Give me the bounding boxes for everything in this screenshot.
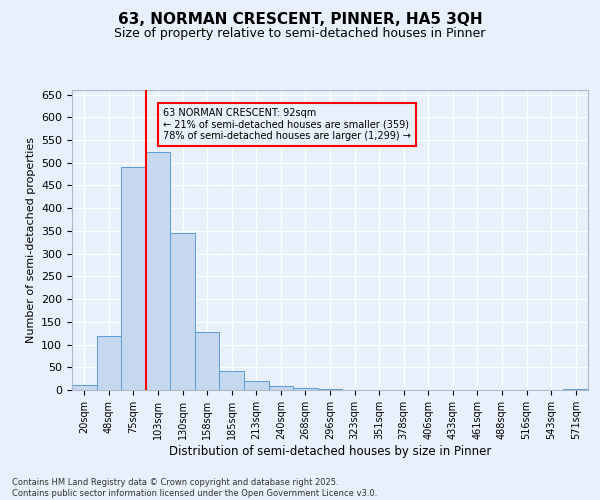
Text: Size of property relative to semi-detached houses in Pinner: Size of property relative to semi-detach…	[115, 28, 485, 40]
Bar	[318, 388, 342, 390]
Bar	[269, 386, 293, 390]
Bar	[170, 233, 195, 390]
X-axis label: Distribution of semi-detached houses by size in Pinner: Distribution of semi-detached houses by …	[169, 444, 491, 458]
Bar	[146, 152, 170, 390]
Y-axis label: Number of semi-detached properties: Number of semi-detached properties	[26, 137, 35, 343]
Text: 63, NORMAN CRESCENT, PINNER, HA5 3QH: 63, NORMAN CRESCENT, PINNER, HA5 3QH	[118, 12, 482, 28]
Bar	[293, 388, 318, 390]
Bar	[72, 386, 97, 390]
Bar	[220, 371, 244, 390]
Bar	[121, 168, 146, 390]
Text: Contains HM Land Registry data © Crown copyright and database right 2025.
Contai: Contains HM Land Registry data © Crown c…	[12, 478, 377, 498]
Bar	[244, 381, 269, 390]
Bar	[195, 332, 220, 390]
Bar	[563, 388, 588, 390]
Text: 63 NORMAN CRESCENT: 92sqm
← 21% of semi-detached houses are smaller (359)
78% of: 63 NORMAN CRESCENT: 92sqm ← 21% of semi-…	[163, 108, 411, 142]
Bar	[97, 336, 121, 390]
